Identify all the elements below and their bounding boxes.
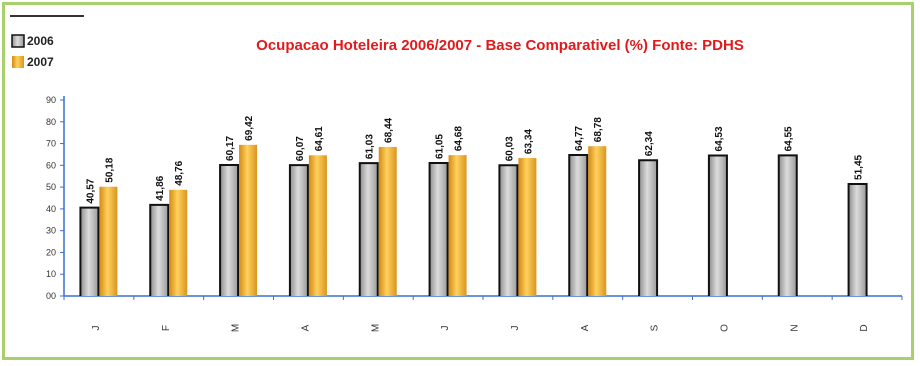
bars: [79, 144, 868, 296]
data-label-2006-9: 62,34: [644, 131, 655, 156]
data-label-2007-6: 64,68: [454, 126, 465, 151]
x-tick-label: M: [231, 324, 242, 332]
bar-outline: [568, 153, 589, 296]
bar-2007-4: [308, 155, 327, 296]
y-tick-label: 50: [46, 182, 56, 192]
bar-2007-6: [448, 155, 467, 296]
x-tick-label: D: [859, 324, 870, 331]
bar-outline: [358, 162, 379, 296]
bar-2006-1: [80, 207, 99, 296]
bar-2006-11: [778, 155, 797, 296]
y-tick-label: 20: [46, 247, 56, 257]
x-tick-label: O: [719, 324, 730, 332]
data-label-2007-1: 50,18: [104, 157, 115, 182]
data-label-2007-3: 69,42: [244, 115, 255, 140]
chart-title: Ocupacao Hoteleira 2006/2007 - Base Comp…: [256, 37, 744, 54]
data-label-2006-8: 64,77: [574, 125, 585, 150]
data-label-2006-12: 51,45: [854, 154, 865, 179]
data-label-2006-11: 64,55: [784, 126, 795, 151]
data-label-2007-2: 48,76: [174, 160, 185, 185]
x-tick-label: J: [510, 326, 521, 331]
x-tick-label: A: [300, 324, 311, 331]
bar-2006-5: [359, 163, 378, 296]
bar-outline: [498, 164, 519, 296]
data-label-2007-7: 63,34: [523, 129, 534, 154]
y-tick-label: 60: [46, 160, 56, 170]
y-tick-label: 30: [46, 226, 56, 236]
x-tick-label: A: [580, 324, 591, 331]
bar-outline: [149, 203, 170, 296]
data-label-2007-4: 64,61: [314, 126, 325, 151]
x-tick-label: F: [161, 325, 172, 331]
bar-2007-1: [99, 186, 118, 296]
legend: 2006 2007: [10, 15, 84, 69]
bar-2006-6: [429, 163, 448, 296]
legend-label-2006: 2006: [27, 34, 54, 48]
bar-outline: [847, 182, 868, 296]
bar-2006-4: [289, 165, 308, 296]
x-tick-label: S: [650, 324, 661, 331]
data-label-2006-1: 40,57: [85, 178, 96, 203]
y-tick-label: 70: [46, 139, 56, 149]
bar-2007-3: [239, 144, 258, 296]
bar-outline: [79, 206, 100, 296]
bar-2006-9: [639, 160, 658, 296]
bar-2006-8: [569, 154, 588, 296]
bar-2006-3: [220, 164, 239, 296]
bar-outline: [428, 162, 449, 296]
y-tick-label: 40: [46, 204, 56, 214]
bar-2007-7: [518, 158, 537, 296]
bar-2006-7: [499, 165, 518, 296]
bar-outline: [288, 164, 309, 296]
y-tick-label: 80: [46, 117, 56, 127]
x-tick-label: J: [91, 326, 102, 331]
x-tick-label: J: [440, 326, 451, 331]
data-label-2006-10: 64,53: [714, 126, 725, 151]
bar-2006-2: [150, 204, 169, 296]
data-label-2006-7: 60,03: [504, 136, 515, 161]
bar-2006-10: [708, 155, 727, 296]
bar-2007-2: [169, 189, 188, 296]
data-label-2006-6: 61,05: [435, 134, 446, 159]
data-label-2006-4: 60,07: [295, 136, 306, 161]
y-tick-label: 00: [46, 291, 56, 301]
bar-outline: [777, 154, 798, 296]
data-label-2006-5: 61,03: [365, 134, 376, 159]
legend-label-2007: 2007: [27, 55, 54, 69]
data-label-2006-3: 60,17: [225, 136, 236, 161]
bar-outline: [638, 159, 659, 296]
bar-2007-5: [378, 146, 397, 296]
data-label-2006-2: 41,86: [155, 175, 166, 200]
bar-2007-8: [588, 146, 607, 296]
x-tick-label: M: [370, 324, 381, 332]
y-tick-label: 90: [46, 95, 56, 105]
bar-outline: [219, 163, 240, 296]
legend-swatch-2007: [12, 56, 24, 68]
y-tick-label: 10: [46, 269, 56, 279]
bar-outline: [707, 154, 728, 296]
legend-swatch-2006: [11, 34, 25, 48]
bar-2006-12: [848, 183, 867, 296]
x-tick-label: N: [789, 324, 800, 331]
data-label-2007-8: 68,78: [593, 117, 604, 142]
data-labels: 40,57 50,18 41,86 48,76 60,17 69,42 60,07 64,61…: [85, 115, 864, 203]
data-label-2007-5: 68,44: [384, 117, 395, 142]
axes: 00 10 20 30 40 50 60 70 80 90: [46, 95, 903, 301]
